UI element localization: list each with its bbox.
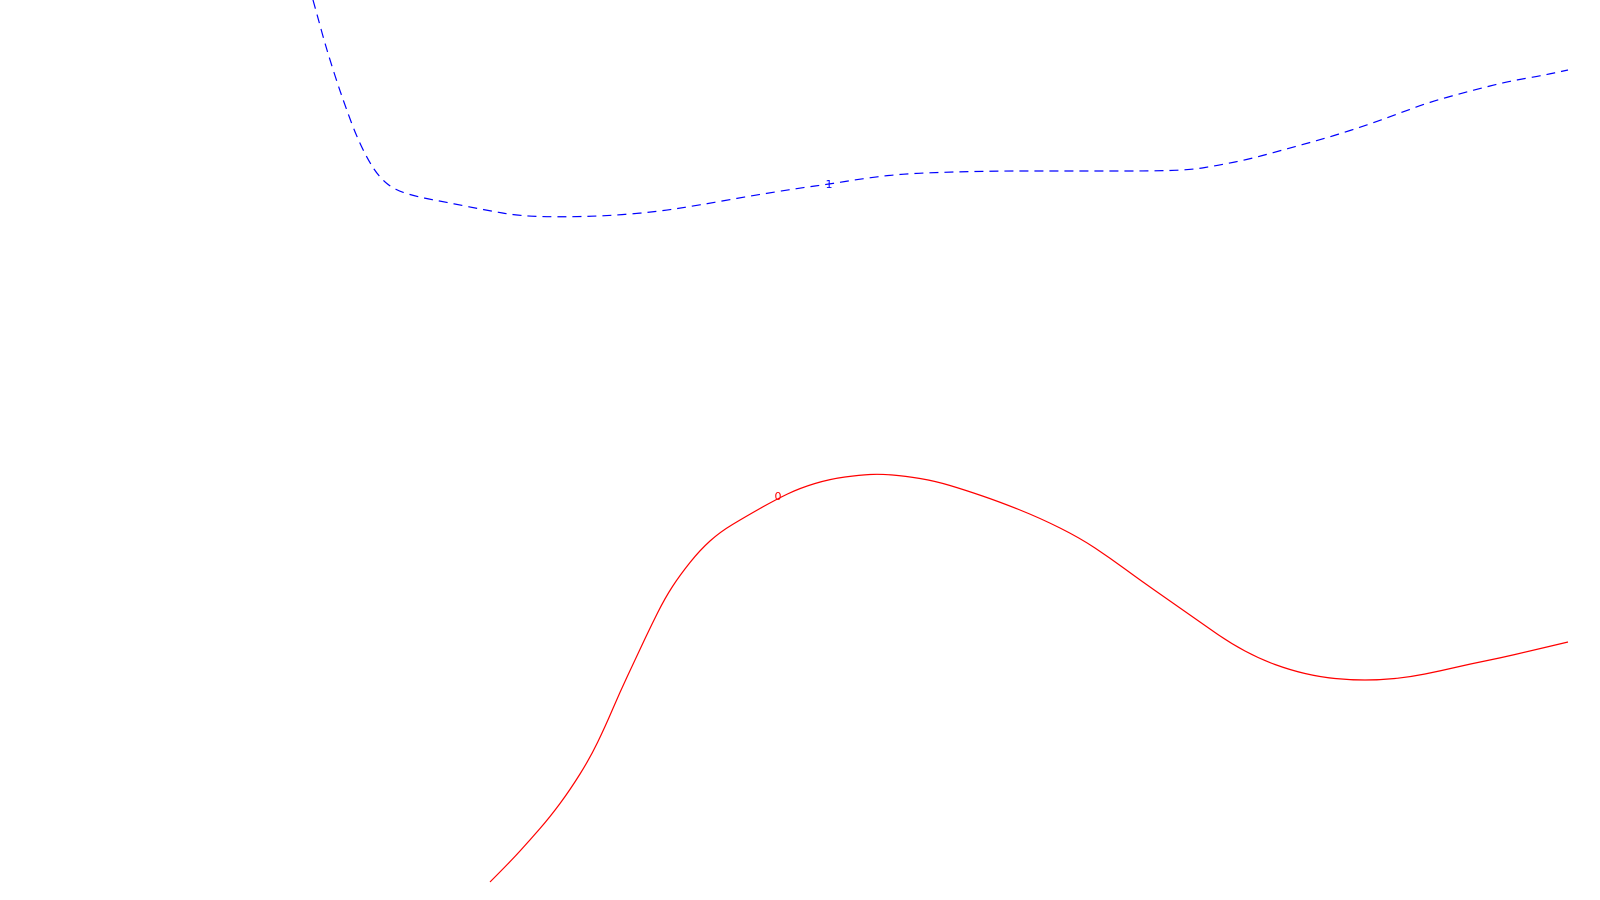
contour-line-level-0 — [489, 473, 1569, 883]
contour-label-1: 1 — [826, 178, 833, 191]
contour-label-0: 0 — [775, 490, 782, 503]
contour-line-level-1 — [312, 0, 1569, 218]
